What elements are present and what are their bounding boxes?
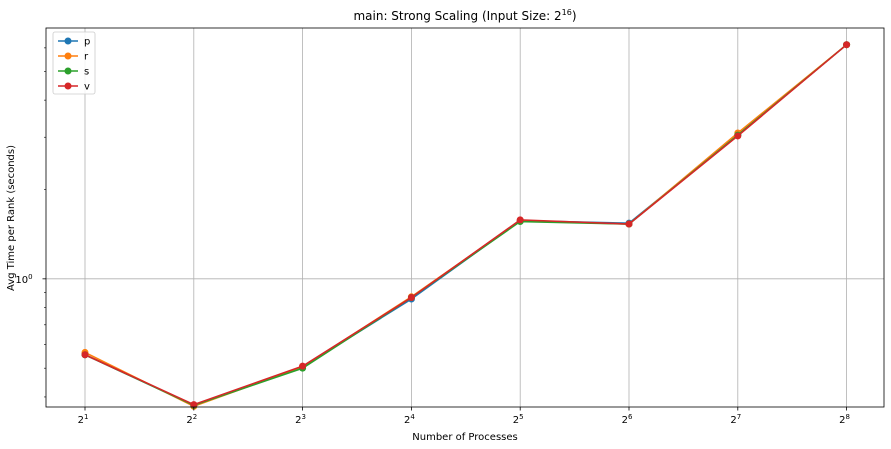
x-tick-exponent: 4 [410, 413, 415, 421]
data-point-v [299, 362, 307, 370]
chart-title: main: Strong Scaling (Input Size: 216) [353, 8, 576, 23]
series-line-r [84, 44, 848, 408]
x-tick-label: 24 [404, 413, 415, 426]
x-tick-exponent: 8 [846, 413, 850, 421]
x-tick-base: 2 [622, 415, 628, 426]
data-point-v [625, 220, 633, 228]
legend-label: p [84, 37, 90, 48]
data-point-v [734, 132, 742, 140]
x-tick-exponent: 5 [519, 413, 523, 421]
series-line-v [84, 44, 848, 406]
x-tick-exponent: 7 [737, 413, 741, 421]
x-tick-base: 2 [404, 415, 410, 426]
x-tick-exponent: 2 [193, 413, 197, 421]
data-point-v [190, 401, 198, 409]
y-tick-exponent: 0 [28, 273, 32, 281]
x-tick-label: 25 [513, 413, 524, 426]
x-tick-label: 21 [78, 413, 89, 426]
x-tick-exponent: 1 [84, 413, 88, 421]
plot-frame [45, 27, 885, 408]
x-tick-base: 2 [78, 415, 84, 426]
y-tick-base: 10 [15, 275, 28, 286]
x-tick-base: 2 [730, 415, 736, 426]
y-tick-label: 100 [15, 273, 32, 286]
x-tick-label: 23 [295, 413, 306, 426]
y-axis-label: Avg Time per Rank (seconds) [6, 145, 17, 291]
x-tick-base: 2 [295, 415, 301, 426]
legend-swatch-marker [64, 67, 72, 75]
x-tick-label: 26 [622, 413, 633, 426]
series-line-p [84, 44, 848, 407]
series-line-s [84, 44, 848, 407]
legend-label: v [84, 82, 90, 93]
x-tick-exponent: 6 [628, 413, 633, 421]
x-tick-base: 2 [513, 415, 519, 426]
legend-box [52, 31, 96, 95]
data-point-v [81, 351, 89, 359]
legend-swatch-marker [64, 52, 72, 60]
x-tick-label: 27 [730, 413, 741, 426]
chart-title-main: main: Strong Scaling (Input Size: 2 [353, 9, 561, 23]
legend-swatch-marker [64, 37, 72, 45]
grid [46, 28, 884, 407]
data-point-v [407, 294, 415, 302]
legend-label: r [84, 52, 89, 63]
legend-swatch-marker [64, 82, 72, 90]
x-axis-label: Number of Processes [412, 432, 517, 443]
x-tick-label: 22 [186, 413, 197, 426]
x-tick-base: 2 [186, 415, 192, 426]
x-tick-label: 28 [839, 413, 850, 426]
chart-title-suffix: ) [572, 9, 577, 23]
series-layer [81, 41, 851, 410]
x-tick-base: 2 [839, 415, 845, 426]
legend-label: s [84, 67, 89, 78]
chart-title-exponent: 16 [562, 8, 572, 17]
data-point-v [516, 216, 524, 224]
x-tick-exponent: 3 [302, 413, 306, 421]
data-point-v [843, 41, 851, 49]
